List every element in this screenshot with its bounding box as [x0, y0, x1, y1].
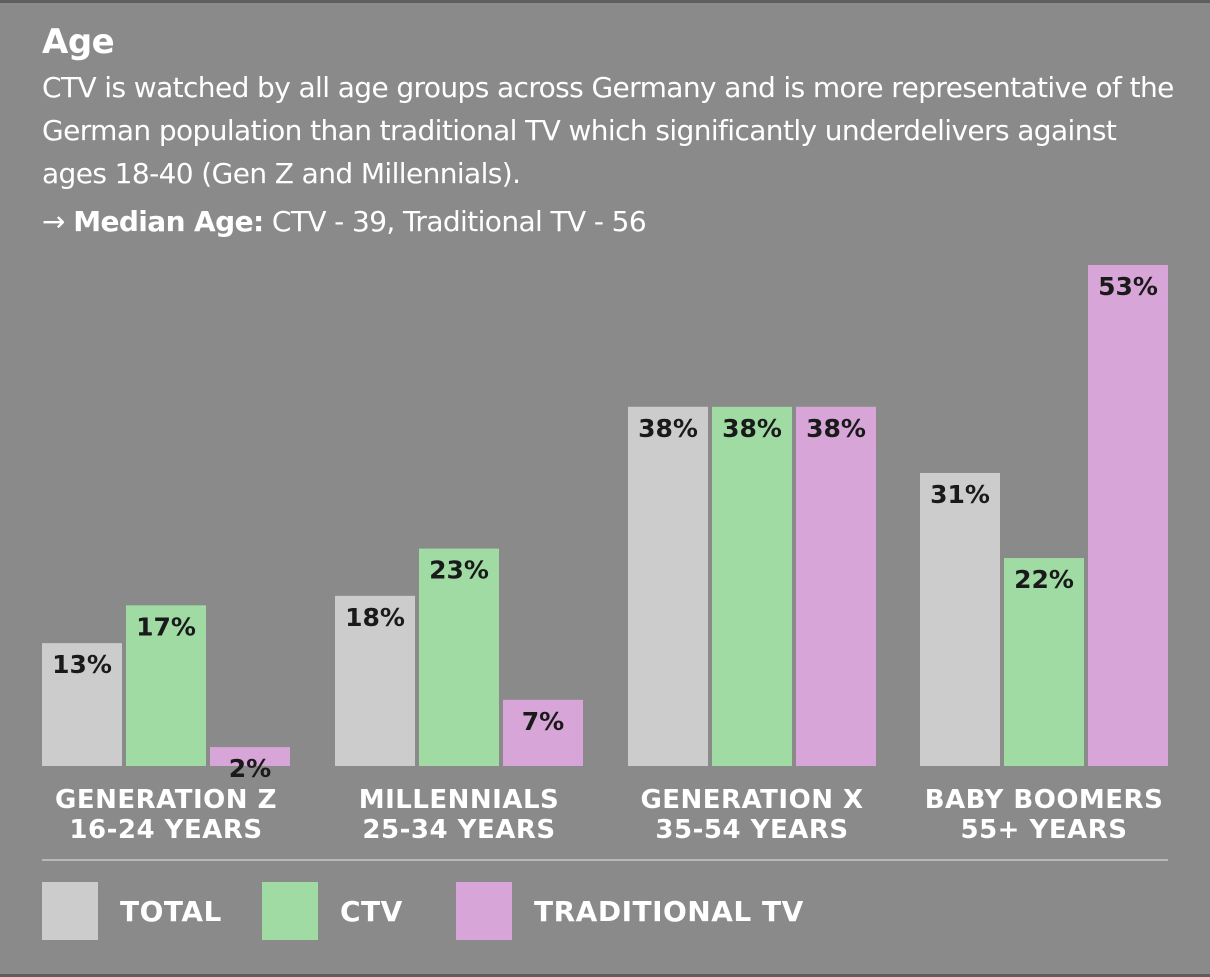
- legend-swatch-total: [42, 882, 98, 940]
- data-label-total-1: 13%: [52, 650, 112, 679]
- legend-item-total: TOTAL: [42, 882, 222, 940]
- median-age-label: Median Age:: [73, 205, 264, 238]
- data-label-ctv-3: 38%: [722, 414, 782, 443]
- chart-subtitle: CTV is watched by all age groups across …: [42, 71, 1174, 190]
- data-label-total-4: 31%: [930, 480, 990, 509]
- legend-swatch-traditional-tv: [456, 882, 512, 940]
- data-label-traditional-tv-3: 38%: [806, 414, 866, 443]
- arrow-right-icon: →: [42, 205, 65, 238]
- category-label-4-line-1: BABY BOOMERS: [925, 785, 1164, 815]
- bar-total-1: [42, 643, 122, 766]
- chart-title: Age: [42, 22, 115, 62]
- bar-total-4: [920, 472, 1000, 766]
- bar-ctv-4: [1004, 558, 1084, 766]
- bar-traditional-tv-2: [503, 699, 583, 766]
- bar-traditional-tv-3: [796, 406, 876, 766]
- chart-legend: TOTAL CTV TRADITIONAL TV: [42, 882, 1182, 942]
- bar-ctv-2: [419, 548, 499, 766]
- legend-item-traditional-tv: TRADITIONAL TV: [456, 882, 804, 940]
- data-label-traditional-tv-1: 2%: [229, 754, 271, 783]
- bar-traditional-tv-1: [210, 747, 290, 766]
- category-label-1-line-1: GENERATION Z: [55, 785, 277, 815]
- median-age-value: CTV - 39, Traditional TV - 56: [271, 205, 647, 238]
- data-label-ctv-4: 22%: [1014, 565, 1074, 594]
- data-label-traditional-tv-2: 7%: [522, 707, 564, 736]
- data-label-ctv-2: 23%: [429, 556, 489, 585]
- legend-item-ctv: CTV: [262, 882, 403, 940]
- data-label-total-2: 18%: [345, 603, 405, 632]
- bar-traditional-tv-4: [1088, 265, 1168, 766]
- category-label-3-line-2: 35-54 YEARS: [655, 815, 848, 845]
- legend-label-traditional-tv: TRADITIONAL TV: [534, 894, 804, 928]
- median-age-line: → Median Age: CTV - 39, Traditional TV -…: [42, 205, 1182, 238]
- legend-label-ctv: CTV: [340, 894, 403, 928]
- data-label-traditional-tv-4: 53%: [1098, 272, 1158, 301]
- category-label-2-line-2: 25-34 YEARS: [362, 815, 555, 845]
- data-label-ctv-1: 17%: [136, 612, 196, 641]
- category-label-2-line-1: MILLENNIALS: [359, 785, 560, 815]
- bar-chart: 13% 17% 2%GENERATION Z16-24 YEARS 18% 23% 7% M…: [42, 265, 1168, 861]
- data-label-total-3: 38%: [638, 414, 698, 443]
- legend-swatch-ctv: [262, 882, 318, 940]
- category-label-3-line-1: GENERATION X: [640, 785, 863, 815]
- bar-total-3: [628, 406, 708, 766]
- category-label-1-line-2: 16-24 YEARS: [69, 815, 262, 845]
- bar-total-2: [335, 595, 415, 766]
- category-label-4-line-2: 55+ YEARS: [961, 815, 1128, 845]
- bar-ctv-1: [126, 605, 206, 766]
- bar-ctv-3: [712, 406, 792, 766]
- legend-label-total: TOTAL: [120, 894, 222, 928]
- chart-header: Age CTV is watched by all age groups acr…: [42, 22, 1182, 238]
